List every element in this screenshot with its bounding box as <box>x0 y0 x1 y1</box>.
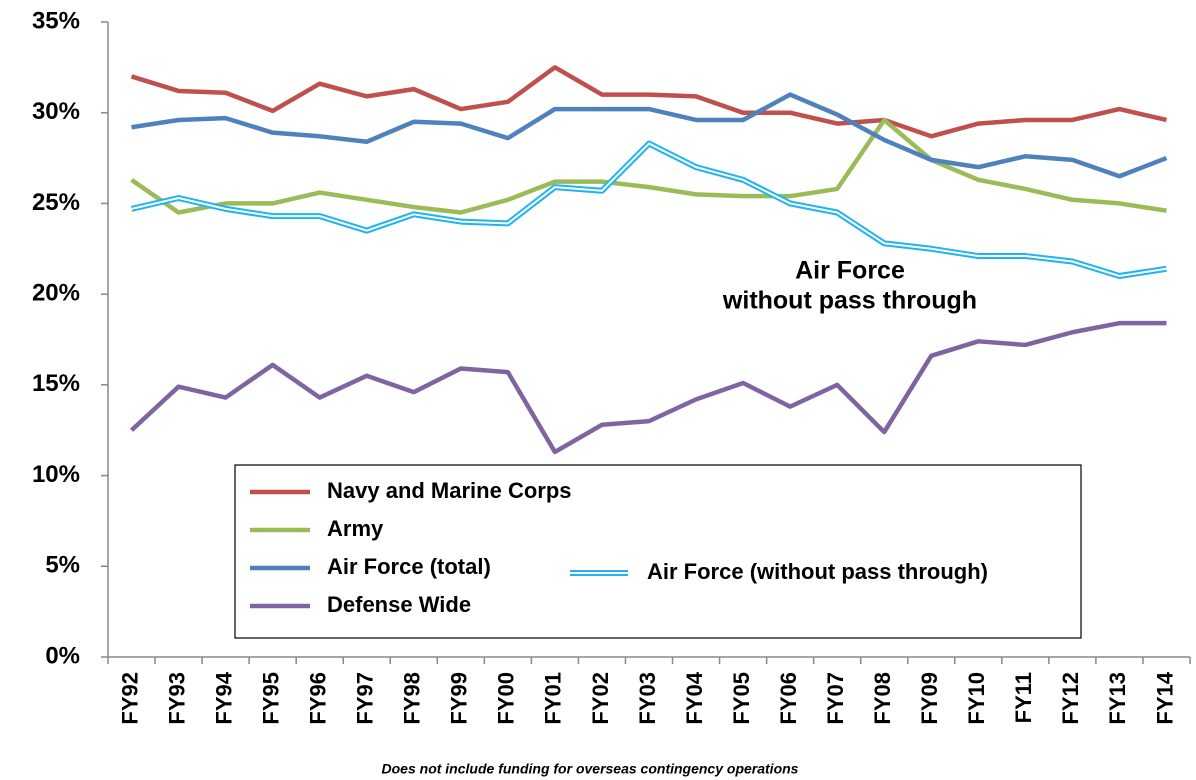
series-line <box>130 117 1167 215</box>
annotation: Air Force <box>795 257 905 285</box>
x-tick-label: FY10 <box>964 672 989 725</box>
y-tick-label: 35% <box>32 7 80 34</box>
x-tick-label: FY06 <box>776 672 801 725</box>
x-tick-label: FY08 <box>870 672 895 725</box>
y-tick-label: 20% <box>32 279 80 306</box>
legend-label: Defense Wide <box>327 592 471 617</box>
legend-label: Army <box>327 516 384 541</box>
y-tick-label: 0% <box>45 642 80 669</box>
y-tick-label: 30% <box>32 98 80 125</box>
x-tick-label: FY03 <box>635 672 660 725</box>
x-tick-label: FY04 <box>682 671 707 724</box>
x-tick-label: FY11 <box>1011 672 1036 723</box>
x-tick-label: FY02 <box>588 672 613 725</box>
x-tick-label: FY99 <box>447 672 472 725</box>
y-tick-label: 5% <box>45 552 80 579</box>
x-tick-label: FY96 <box>306 672 331 725</box>
x-tick-label: FY93 <box>164 672 189 725</box>
annotation: without pass through <box>722 287 977 315</box>
x-tick-label: FY05 <box>729 672 754 725</box>
x-tick-label: FY97 <box>353 672 378 725</box>
footnote: Does not include funding for overseas co… <box>382 761 799 777</box>
legend-label: Air Force (total) <box>327 554 491 579</box>
legend-label: Air Force (without pass through) <box>647 559 988 584</box>
series-line-inner <box>131 142 1167 277</box>
x-tick-label: FY14 <box>1152 671 1177 724</box>
x-tick-label: FY09 <box>917 672 942 725</box>
x-tick-label: FY92 <box>117 672 142 725</box>
x-tick-label: FY98 <box>400 672 425 725</box>
x-tick-label: FY13 <box>1105 672 1130 725</box>
x-tick-label: FY07 <box>823 672 848 725</box>
x-tick-label: FY94 <box>211 671 236 724</box>
y-tick-label: 10% <box>32 461 80 488</box>
x-tick-label: FY01 <box>541 672 566 725</box>
y-tick-label: 15% <box>32 370 80 397</box>
x-tick-label: FY00 <box>494 672 519 725</box>
series-line <box>129 320 1167 455</box>
series-line <box>130 65 1167 139</box>
x-tick-label: FY12 <box>1058 672 1083 725</box>
legend-label: Navy and Marine Corps <box>327 478 572 503</box>
y-tick-label: 25% <box>32 189 80 216</box>
x-tick-label: FY95 <box>258 672 283 725</box>
series-line <box>131 92 1168 179</box>
legend-box <box>234 464 1082 639</box>
